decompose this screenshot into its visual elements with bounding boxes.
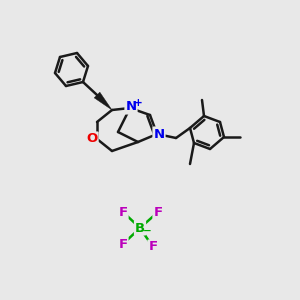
Text: O: O (86, 133, 98, 146)
Text: F: F (148, 241, 158, 254)
Text: −: − (142, 226, 152, 236)
Text: N: N (153, 128, 165, 140)
Polygon shape (94, 92, 112, 110)
Text: F: F (118, 206, 127, 218)
Text: F: F (118, 238, 127, 250)
Text: N: N (125, 100, 136, 113)
Text: +: + (134, 98, 142, 108)
Text: F: F (153, 206, 163, 218)
Text: B: B (135, 221, 145, 235)
